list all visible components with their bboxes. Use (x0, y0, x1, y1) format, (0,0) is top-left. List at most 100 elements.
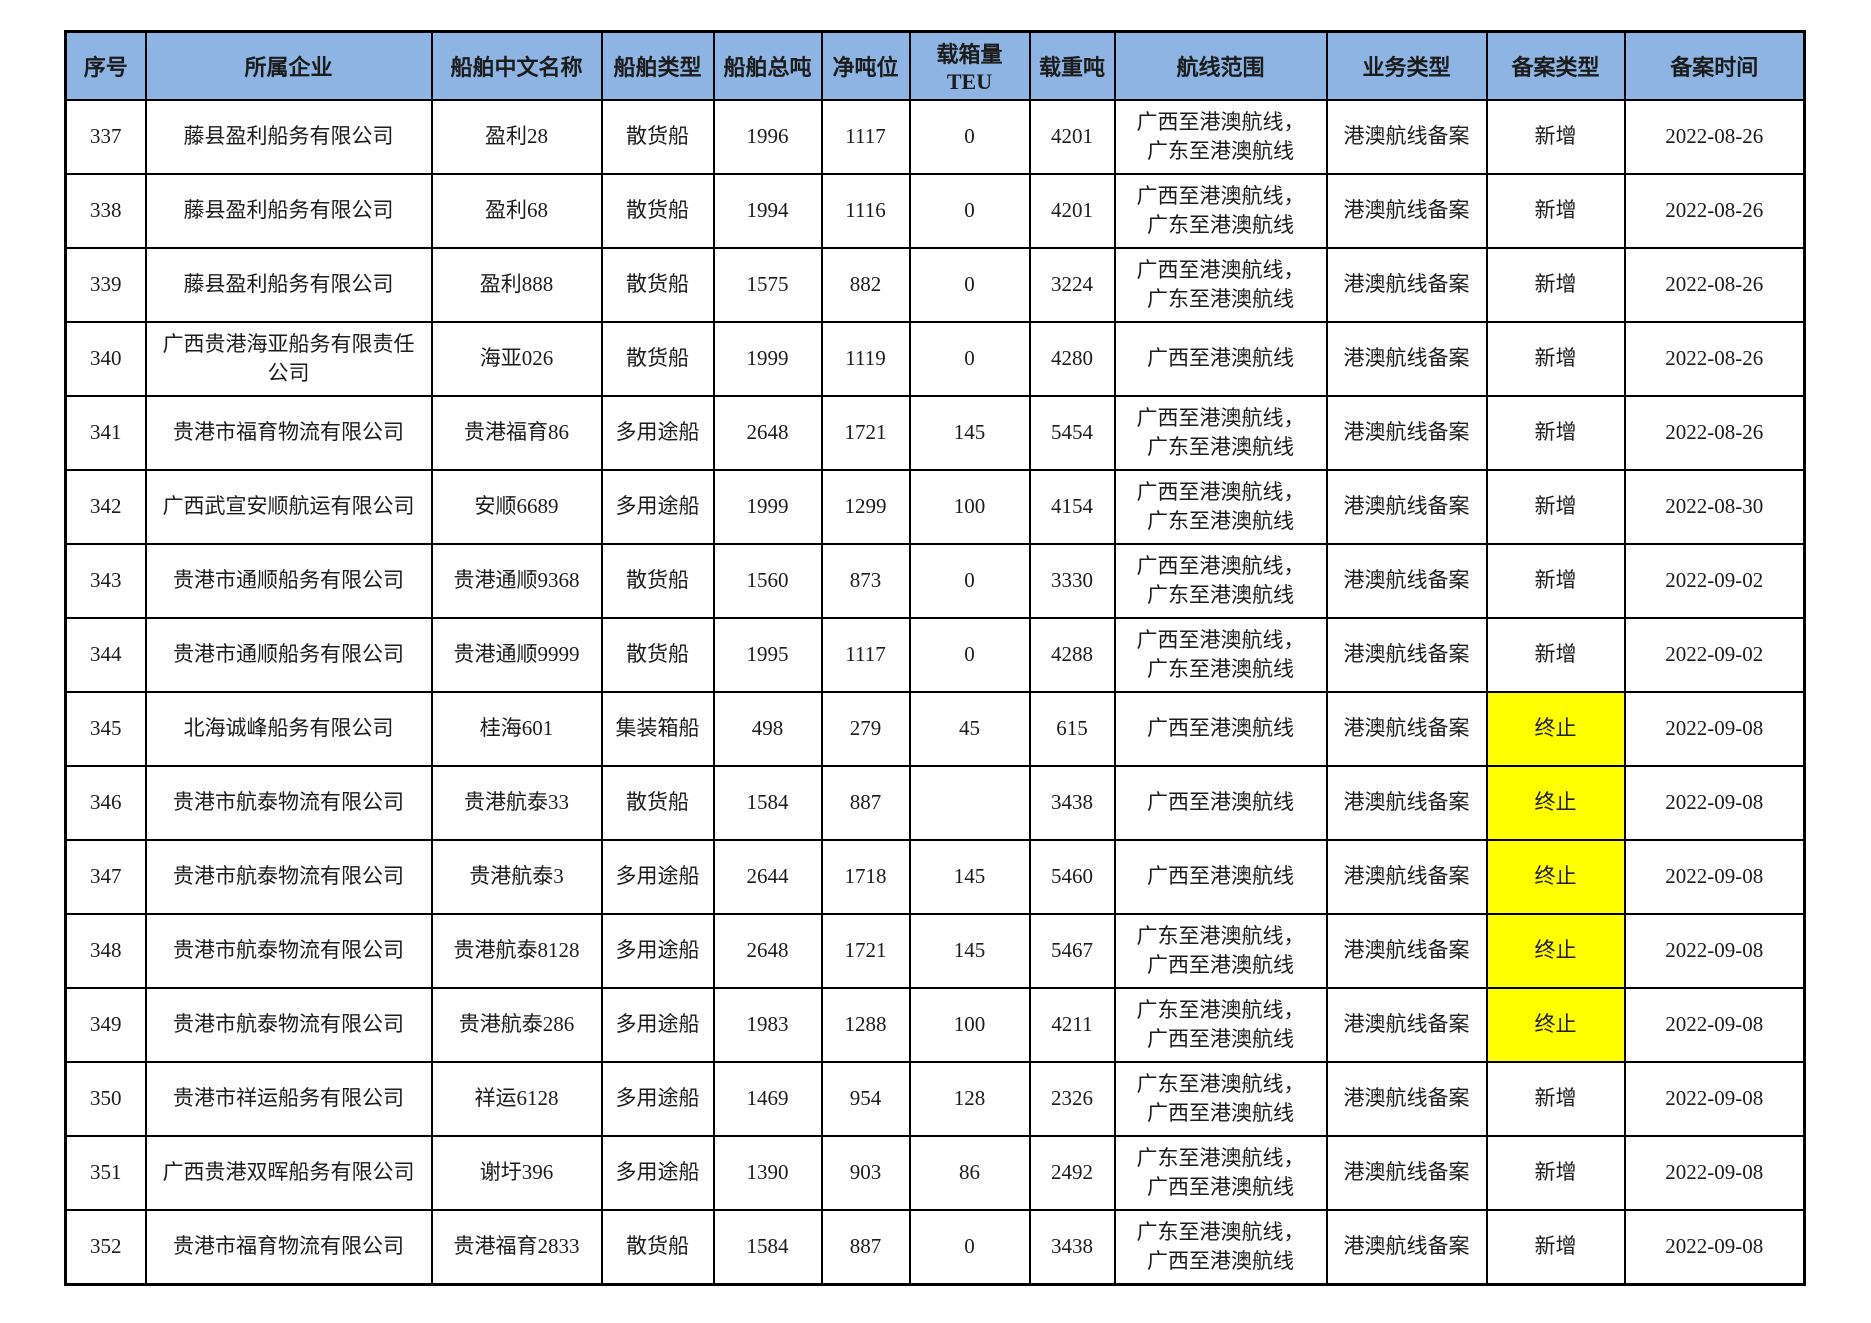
table-row: 350 贵港市祥运船务有限公司 祥运6128 多用途船 1469 954 128 2326 广东… (64, 1061, 1806, 1137)
cell-ship_name: 祥运6128 (430, 1061, 603, 1137)
cell-filing_type: 新增 (1485, 173, 1626, 249)
cell-company: 藤县盈利船务有限公司 (144, 99, 433, 175)
cell-gross_tonnage: 2648 (712, 913, 823, 989)
cell-filing_date: 2022-09-08 (1623, 765, 1806, 841)
cell-ship_type: 散货船 (600, 173, 715, 249)
cell-route: 广西至港澳航线， 广东至港澳航线 (1113, 469, 1328, 545)
cell-gross_tonnage: 1469 (712, 1061, 823, 1137)
cell-net_tonnage: 1718 (820, 839, 911, 915)
cell-dwt: 2326 (1028, 1061, 1116, 1137)
column-header-gross_tonnage: 船舶总吨 (712, 30, 823, 101)
cell-net_tonnage: 873 (820, 543, 911, 619)
cell-filing_type: 新增 (1485, 617, 1626, 693)
cell-filing_date: 2022-08-30 (1623, 469, 1806, 545)
cell-filing_date: 2022-09-08 (1623, 987, 1806, 1063)
cell-company: 北海诚峰船务有限公司 (144, 691, 433, 767)
cell-business_type: 港澳航线备案 (1325, 543, 1488, 619)
cell-route: 广西至港澳航线 (1113, 321, 1328, 397)
table-row: 343 贵港市通顺船务有限公司 贵港通顺9368 散货船 1560 873 0 3330 广西至… (64, 543, 1806, 619)
cell-dwt: 4201 (1028, 99, 1116, 175)
cell-filing_date: 2022-09-08 (1623, 691, 1806, 767)
cell-company: 广西武宣安顺航运有限公司 (144, 469, 433, 545)
cell-ship_type: 多用途船 (600, 395, 715, 471)
table-row: 338 藤县盈利船务有限公司 盈利68 散货船 1994 1116 0 4201 广西至港澳航线… (64, 173, 1806, 249)
cell-ship_type: 散货船 (600, 321, 715, 397)
column-header-dwt: 载重吨 (1028, 30, 1116, 101)
cell-dwt: 4211 (1028, 987, 1116, 1063)
cell-dwt: 4280 (1028, 321, 1116, 397)
cell-gross_tonnage: 1983 (712, 987, 823, 1063)
cell-net_tonnage: 1119 (820, 321, 911, 397)
cell-route: 广东至港澳航线， 广西至港澳航线 (1113, 1135, 1328, 1211)
cell-no: 347 (64, 839, 147, 915)
cell-route: 广西至港澳航线 (1113, 839, 1328, 915)
cell-ship_name: 盈利888 (430, 247, 603, 323)
column-header-ship_type: 船舶类型 (600, 30, 715, 101)
cell-teu: 45 (908, 691, 1031, 767)
cell-net_tonnage: 1721 (820, 395, 911, 471)
cell-net_tonnage: 1299 (820, 469, 911, 545)
cell-gross_tonnage: 2644 (712, 839, 823, 915)
cell-net_tonnage: 887 (820, 765, 911, 841)
cell-ship_type: 散货船 (600, 247, 715, 323)
column-header-net_tonnage: 净吨位 (820, 30, 911, 101)
cell-business_type: 港澳航线备案 (1325, 987, 1488, 1063)
table-row: 349 贵港市航泰物流有限公司 贵港航泰286 多用途船 1983 1288 100 4211… (64, 987, 1806, 1063)
cell-ship_type: 散货船 (600, 1209, 715, 1286)
column-header-no: 序号 (64, 30, 147, 101)
cell-teu (908, 765, 1031, 841)
cell-route: 广东至港澳航线， 广西至港澳航线 (1113, 1061, 1328, 1137)
cell-business_type: 港澳航线备案 (1325, 1135, 1488, 1211)
cell-route: 广西至港澳航线 (1113, 691, 1328, 767)
cell-filing_date: 2022-08-26 (1623, 395, 1806, 471)
cell-business_type: 港澳航线备案 (1325, 839, 1488, 915)
cell-net_tonnage: 882 (820, 247, 911, 323)
cell-route: 广西至港澳航线， 广东至港澳航线 (1113, 617, 1328, 693)
table-row: 348 贵港市航泰物流有限公司 贵港航泰8128 多用途船 2648 1721 145 546… (64, 913, 1806, 989)
cell-company: 贵港市航泰物流有限公司 (144, 913, 433, 989)
cell-no: 338 (64, 173, 147, 249)
cell-ship_type: 多用途船 (600, 1135, 715, 1211)
column-header-ship_name: 船舶中文名称 (430, 30, 603, 101)
cell-gross_tonnage: 1560 (712, 543, 823, 619)
cell-business_type: 港澳航线备案 (1325, 99, 1488, 175)
cell-filing_date: 2022-08-26 (1623, 173, 1806, 249)
column-header-route: 航线范围 (1113, 30, 1328, 101)
cell-teu: 0 (908, 247, 1031, 323)
cell-gross_tonnage: 1999 (712, 469, 823, 545)
cell-filing_type: 新增 (1485, 99, 1626, 175)
cell-ship_name: 谢圩396 (430, 1135, 603, 1211)
cell-gross_tonnage: 1390 (712, 1135, 823, 1211)
cell-business_type: 港澳航线备案 (1325, 765, 1488, 841)
cell-filing_date: 2022-08-26 (1623, 321, 1806, 397)
cell-teu: 0 (908, 99, 1031, 175)
cell-company: 广西贵港海亚船务有限责任公司 (144, 321, 433, 397)
cell-ship_name: 贵港福育86 (430, 395, 603, 471)
cell-route: 广西至港澳航线， 广东至港澳航线 (1113, 247, 1328, 323)
cell-gross_tonnage: 1995 (712, 617, 823, 693)
table-row: 340 广西贵港海亚船务有限责任公司 海亚026 散货船 1999 1119 0 4280 广西… (64, 321, 1806, 397)
cell-filing_type: 终止 (1485, 913, 1626, 989)
cell-filing_type: 终止 (1485, 839, 1626, 915)
cell-gross_tonnage: 1996 (712, 99, 823, 175)
cell-net_tonnage: 903 (820, 1135, 911, 1211)
cell-dwt: 5460 (1028, 839, 1116, 915)
cell-route: 广东至港澳航线， 广西至港澳航线 (1113, 913, 1328, 989)
cell-net_tonnage: 1116 (820, 173, 911, 249)
cell-route: 广西至港澳航线， 广东至港澳航线 (1113, 99, 1328, 175)
table-header-row: 序号 所属企业 船舶中文名称 船舶类型 船舶总吨 净吨位 载箱量TEU 载重吨 航线范围 业务类型… (64, 30, 1806, 101)
cell-gross_tonnage: 2648 (712, 395, 823, 471)
cell-dwt: 5454 (1028, 395, 1116, 471)
cell-filing_type: 新增 (1485, 395, 1626, 471)
table-row: 352 贵港市福育物流有限公司 贵港福育2833 散货船 1584 887 0 3438 广东至… (64, 1209, 1806, 1286)
cell-business_type: 港澳航线备案 (1325, 395, 1488, 471)
cell-ship_type: 多用途船 (600, 1061, 715, 1137)
cell-no: 343 (64, 543, 147, 619)
cell-net_tonnage: 1288 (820, 987, 911, 1063)
cell-teu: 100 (908, 469, 1031, 545)
cell-dwt: 5467 (1028, 913, 1116, 989)
cell-business_type: 港澳航线备案 (1325, 1061, 1488, 1137)
cell-gross_tonnage: 1575 (712, 247, 823, 323)
cell-ship_name: 盈利68 (430, 173, 603, 249)
cell-business_type: 港澳航线备案 (1325, 691, 1488, 767)
